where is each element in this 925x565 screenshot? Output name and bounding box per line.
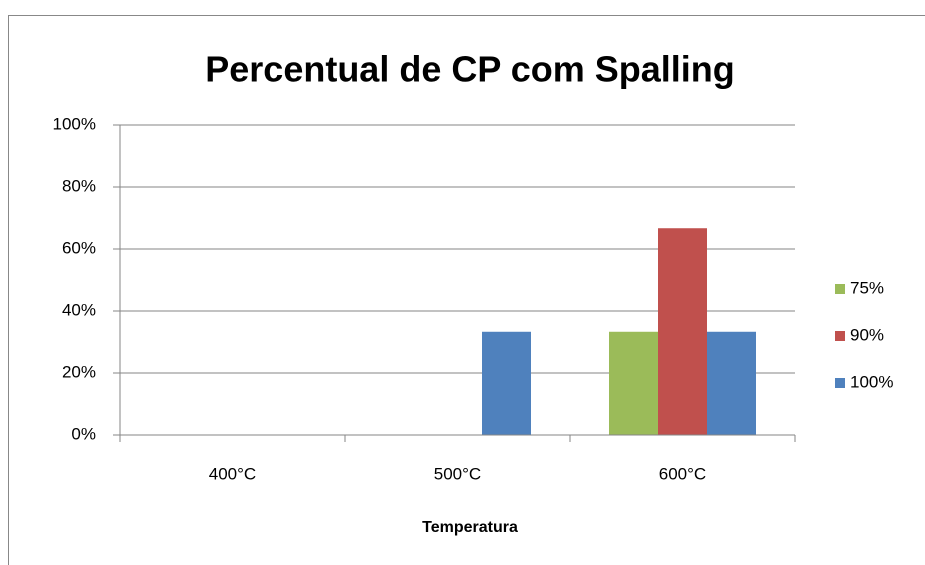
x-tick-label: 500°C <box>434 464 481 483</box>
y-tick-label: 60% <box>62 238 96 257</box>
bar <box>707 331 756 435</box>
bar <box>609 331 658 435</box>
legend-label: 75% <box>850 278 884 297</box>
chart-frame <box>8 15 925 565</box>
y-tick-label: 100% <box>53 114 96 133</box>
y-tick-label: 20% <box>62 362 96 381</box>
bar <box>482 331 531 435</box>
legend-label: 90% <box>850 325 884 344</box>
x-tick-label: 600°C <box>659 464 706 483</box>
bar <box>658 228 707 435</box>
x-tick-label: 400°C <box>209 464 256 483</box>
x-axis-title: Temperatura <box>422 519 518 536</box>
y-tick-label: 80% <box>62 176 96 195</box>
chart-title: Percentual de CP com Spalling <box>205 49 735 90</box>
legend-swatch <box>835 378 845 388</box>
y-tick-label: 0% <box>71 424 96 443</box>
legend-swatch <box>835 331 845 341</box>
legend-label: 100% <box>850 372 893 391</box>
legend-swatch <box>835 284 845 294</box>
y-tick-label: 40% <box>62 300 96 319</box>
